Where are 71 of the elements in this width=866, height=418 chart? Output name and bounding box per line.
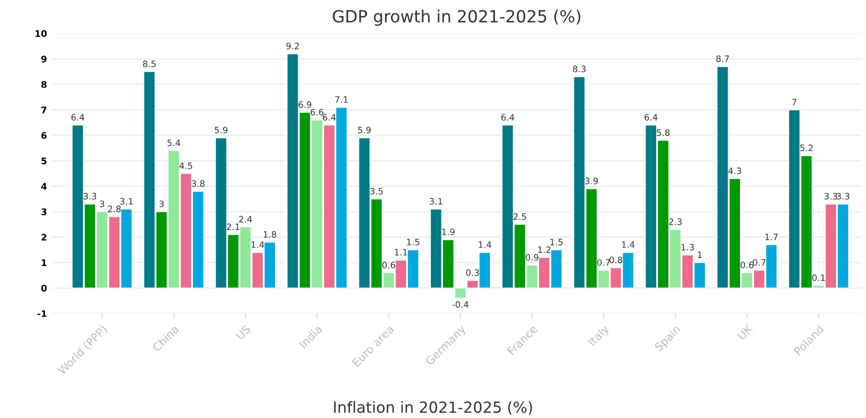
data-label: 6.6 <box>310 108 324 116</box>
data-label: 0.3 <box>466 269 479 276</box>
x-tick-label: UK <box>737 324 754 340</box>
data-label: 5.2 <box>800 144 813 152</box>
data-label: 1.2 <box>538 246 550 253</box>
data-label: 2.3 <box>669 218 682 226</box>
data-label: 6.4 <box>644 114 658 121</box>
data-label: 2.1 <box>226 223 240 230</box>
y-tick-label: 9 <box>41 56 47 62</box>
y-tick-label: 1 <box>42 259 46 266</box>
data-label: 3.3 <box>836 192 850 200</box>
data-label: 2.5 <box>514 213 526 220</box>
data-label: 3.9 <box>585 178 598 184</box>
data-label: 3.1 <box>120 198 133 205</box>
y-tick-label: 6 <box>41 132 47 139</box>
data-label: 0.9 <box>526 254 538 261</box>
data-label: 8.3 <box>572 66 586 72</box>
data-label: 1.7 <box>765 234 778 240</box>
data-label: 1.5 <box>407 238 420 246</box>
data-label: 1.4 <box>478 241 492 248</box>
y-tick-label: 4 <box>41 183 47 190</box>
chart-title: GDP growth in 2021-2025 (%) <box>332 10 580 26</box>
data-label: 8.7 <box>716 55 729 62</box>
x-tick-label: US <box>236 324 252 340</box>
data-label: 1.1 <box>394 249 408 256</box>
data-label: 2.8 <box>108 206 121 212</box>
data-label: 4.5 <box>179 162 192 169</box>
data-label: 3.8 <box>192 180 204 187</box>
y-tick-label: 8 <box>41 81 47 88</box>
y-tick-label: 10 <box>36 30 47 37</box>
data-label: 3 <box>159 200 164 208</box>
data-label: 1.9 <box>442 228 455 236</box>
data-label: 0.1 <box>812 274 825 282</box>
data-label: 0.6 <box>740 262 754 268</box>
data-label: 3.3 <box>824 192 838 200</box>
data-label: 3.3 <box>84 192 96 200</box>
data-label: 8.5 <box>143 60 156 68</box>
y-tick-label: 5 <box>42 158 46 164</box>
data-label: 0.6 <box>382 262 396 268</box>
data-label: 3 <box>100 200 104 208</box>
data-label: 1.3 <box>682 244 694 250</box>
data-label: 1.5 <box>550 238 563 246</box>
data-label: -0.4 <box>452 301 468 308</box>
data-label: 0.7 <box>752 259 766 266</box>
data-label: 6.4 <box>71 114 84 121</box>
data-label: 3.5 <box>370 188 383 194</box>
data-label: 6.9 <box>298 101 312 108</box>
data-label: 0.8 <box>610 256 622 264</box>
data-label: 1 <box>698 252 702 258</box>
y-tick-label: -1 <box>38 310 46 317</box>
data-label: 3.1 <box>430 198 442 205</box>
data-label: 6.4 <box>322 114 336 121</box>
data-label: 7.1 <box>335 96 348 103</box>
data-label: 2.4 <box>239 216 252 222</box>
data-label: 7 <box>792 98 796 106</box>
y-tick-label: 7 <box>41 106 46 114</box>
data-label: 1.4 <box>252 241 264 248</box>
data-label: 4.3 <box>728 167 742 174</box>
data-label: 9.2 <box>286 42 299 50</box>
y-tick-label: 2 <box>42 234 46 241</box>
data-label: 5.9 <box>358 126 371 134</box>
data-label: 5.9 <box>214 126 228 134</box>
data-label: 0.7 <box>597 259 610 266</box>
data-label: 5.4 <box>167 140 180 146</box>
data-label: 6.4 <box>501 114 514 121</box>
text: Inflation in 2021-2025 (%) <box>334 401 532 415</box>
y-tick-label: 0 <box>41 284 47 292</box>
data-label: 1.4 <box>622 241 635 248</box>
data-label: 5.8 <box>656 129 670 136</box>
data-label: 1.8 <box>264 231 276 238</box>
y-tick-label: 3 <box>41 208 46 216</box>
